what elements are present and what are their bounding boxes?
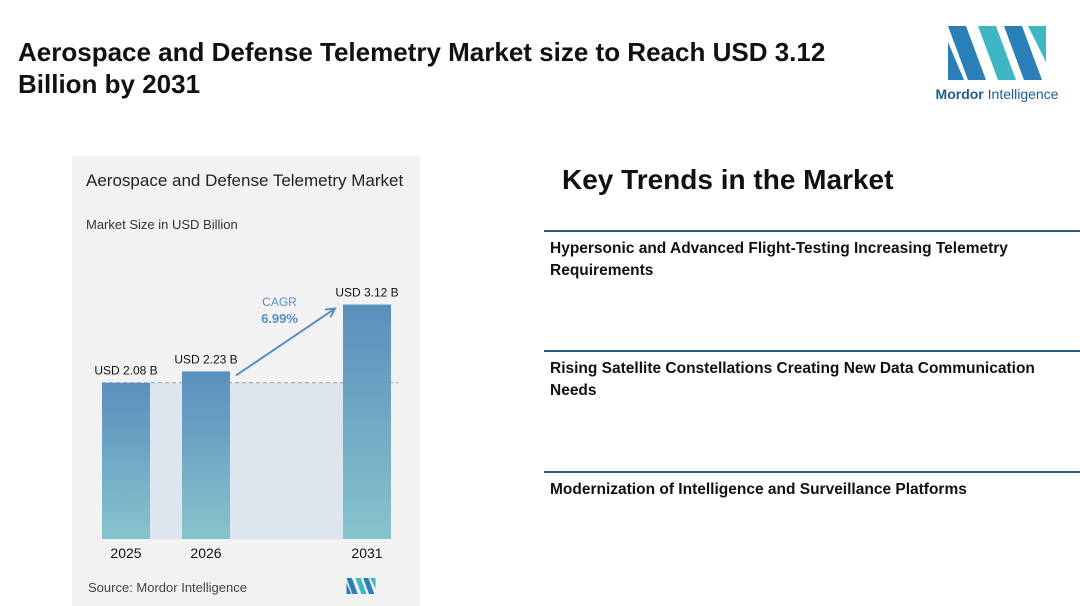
trend-item-3: Modernization of Intelligence and Survei… [544,471,1080,501]
cagr-value: 6.99% [261,311,298,326]
mini-logo-icon [346,578,376,594]
chart-title: Aerospace and Defense Telemetry Market [86,171,404,190]
cagr-arrowhead [324,307,337,318]
data-label-2031: USD 3.12 B [335,286,398,300]
page-title: Aerospace and Defense Telemetry Market s… [18,37,826,99]
data-label-2025: USD 2.08 B [94,364,157,378]
logo-text: Mordor Intelligence [935,86,1059,102]
x-tick-2031: 2031 [351,545,382,561]
bar-2025 [102,382,150,539]
baseline-band [102,382,391,539]
bar-2031 [343,304,391,539]
x-tick-2025: 2025 [110,545,141,561]
cagr-label: CAGR [262,295,297,309]
trends-heading: Key Trends in the Market [562,164,894,195]
cagr-arrow [235,307,336,377]
x-tick-2026: 2026 [190,545,221,561]
trend-item-2: Rising Satellite Constellations Creating… [544,350,1080,402]
data-label-2026: USD 2.23 B [174,352,237,366]
brand-logo: Mordor Intelligence [934,26,1060,106]
bar-2026 [182,371,230,539]
bar-chart: USD 2.08 B 2025 USD 2.23 B 2026 USD 3.12 B 20… [94,286,398,561]
mordor-intelligence-logo-icon [948,26,1046,80]
trend-item-1: Hypersonic and Advanced Flight-Testing I… [544,230,1080,282]
chart-subtitle: Market Size in USD Billion [86,217,238,232]
chart-panel: USD 2.08 B 2025 USD 2.23 B 2026 USD 3.12 B 20… [72,156,420,606]
chart-source: Source: Mordor Intelligence [88,580,247,595]
